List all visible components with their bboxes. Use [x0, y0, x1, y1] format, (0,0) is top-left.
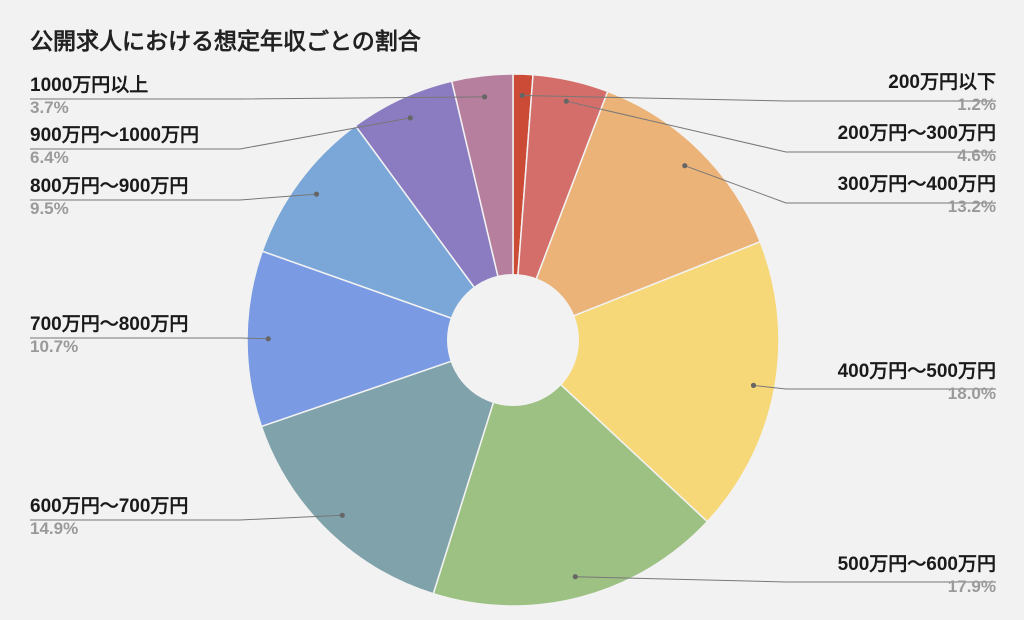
slice-label-name: 700万円～800万円 — [30, 314, 189, 335]
slice-label-value: 9.5% — [30, 198, 69, 218]
pie-slice-6 — [246, 250, 516, 428]
slice-label-name: 600万円～700万円 — [30, 496, 189, 517]
slice-label-name: 400万円～500万円 — [837, 361, 996, 382]
slice-label-name: 200万円以下 — [888, 72, 996, 93]
slice-label-value: 10.7% — [30, 336, 79, 356]
leader-path — [684, 165, 996, 204]
leader-path — [30, 337, 269, 340]
pie-slice-2 — [511, 90, 762, 342]
leader-line-4 — [572, 574, 996, 583]
slice-label-9: 1000万円以上 3.7% — [30, 75, 149, 118]
slice-label-5: 600万円～700万円 14.9% — [30, 496, 189, 539]
slice-label-8: 900万円～1000万円 6.4% — [30, 125, 199, 168]
slice-label-value: 18.0% — [947, 383, 996, 403]
slice-label-value: 1.2% — [957, 94, 996, 114]
leader-line-7 — [30, 191, 320, 201]
leader-path — [575, 576, 996, 583]
leader-path — [30, 117, 411, 150]
leader-dot — [572, 574, 578, 580]
leader-line-6 — [30, 336, 271, 342]
leader-line-8 — [30, 115, 413, 150]
leader-line-3 — [750, 382, 996, 390]
leader-dot — [519, 92, 525, 99]
leader-path — [30, 514, 343, 521]
slice-label-value: 17.9% — [947, 576, 996, 596]
pie-slice-9 — [450, 73, 514, 341]
leader-dot — [339, 512, 345, 518]
donut-hole — [447, 274, 579, 406]
slice-label-value: 6.4% — [30, 147, 69, 167]
leader-line-2 — [682, 163, 996, 204]
pie-slice-3 — [511, 240, 780, 523]
leader-dot — [482, 94, 488, 100]
pie-slice-5 — [260, 338, 515, 595]
leader-dot — [313, 191, 320, 197]
pie-slice-4 — [432, 338, 709, 607]
leader-line-0 — [519, 92, 996, 102]
leader-line-9 — [30, 94, 488, 100]
leader-dot — [563, 98, 569, 104]
leader-line-1 — [563, 98, 996, 153]
leader-dot — [407, 115, 413, 121]
slice-label-value: 13.2% — [947, 196, 996, 216]
slice-label-3: 400万円～500万円 18.0% — [837, 361, 996, 404]
leader-dot — [265, 336, 271, 342]
slice-label-value: 4.6% — [957, 145, 996, 165]
slice-label-name: 300万円～400万円 — [837, 174, 996, 195]
slice-label-6: 700万円～800万円 10.7% — [30, 314, 189, 357]
slice-label-name: 800万円～900万円 — [30, 176, 189, 197]
leader-path — [30, 193, 317, 201]
slice-label-0: 200万円以下 1.2% — [888, 72, 996, 115]
slice-label-name: 900万円～1000万円 — [30, 125, 199, 146]
slice-label-4: 500万円～600万円 17.9% — [837, 554, 996, 597]
slice-label-1: 200万円～300万円 4.6% — [837, 123, 996, 166]
slice-label-name: 200万円～300万円 — [837, 123, 996, 144]
leader-path — [566, 100, 996, 153]
leader-path — [753, 384, 996, 390]
leader-dot — [682, 163, 688, 169]
slice-label-value: 14.9% — [30, 518, 79, 538]
leader-path — [522, 95, 996, 102]
slice-label-name: 500万円～600万円 — [837, 554, 996, 575]
leader-path — [30, 96, 485, 100]
slice-label-name: 1000万円以上 — [30, 75, 149, 96]
slice-label-7: 800万円～900万円 9.5% — [30, 176, 189, 219]
leader-dot — [750, 382, 757, 388]
chart-title: 公開求人における想定年収ごとの割合 — [30, 28, 421, 54]
slice-label-2: 300万円～400万円 13.2% — [837, 174, 996, 217]
pie-slice-7 — [261, 124, 516, 342]
slice-label-value: 3.7% — [30, 97, 69, 117]
leader-line-5 — [30, 512, 345, 521]
